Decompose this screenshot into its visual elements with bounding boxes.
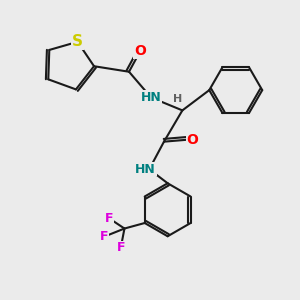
Text: F: F bbox=[100, 230, 109, 243]
Text: HN: HN bbox=[141, 91, 161, 104]
Text: H: H bbox=[173, 94, 183, 103]
Text: O: O bbox=[187, 133, 199, 147]
Text: HN: HN bbox=[135, 163, 156, 176]
Text: S: S bbox=[72, 34, 83, 49]
Text: F: F bbox=[105, 212, 113, 225]
Text: F: F bbox=[116, 241, 125, 254]
Text: O: O bbox=[134, 44, 146, 58]
